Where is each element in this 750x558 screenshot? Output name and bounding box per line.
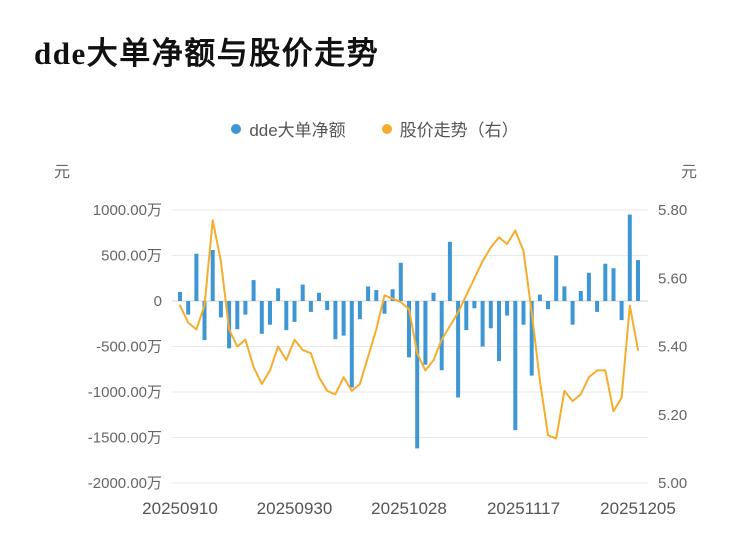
right-axis-tick-label: 5.80 — [658, 202, 687, 219]
net-inflow-bar — [537, 294, 542, 301]
net-inflow-bar — [415, 301, 420, 449]
net-inflow-bar — [472, 301, 477, 309]
net-inflow-bar — [578, 291, 583, 301]
net-inflow-bar — [349, 301, 354, 388]
net-inflow-bar — [546, 301, 550, 310]
net-inflow-bar — [243, 301, 248, 315]
net-inflow-bar — [341, 301, 346, 336]
net-inflow-bar — [202, 301, 207, 341]
legend-marker-bar-series-icon — [231, 123, 242, 134]
page-title: dde大单净额与股价走势 — [34, 36, 380, 71]
x-axis-tick-label: 20250930 — [257, 499, 333, 518]
net-inflow-bar — [292, 301, 297, 322]
x-axis-tick-label: 20251205 — [600, 499, 676, 518]
net-inflow-bar — [194, 253, 199, 301]
right-axis-tick-label: 5.40 — [658, 339, 687, 356]
net-inflow-bar — [357, 301, 362, 320]
legend-label-price: 股价走势（右） — [399, 121, 519, 140]
net-inflow-bar — [235, 301, 240, 330]
net-inflow-bar — [586, 272, 591, 301]
legend-item-dde-net[interactable]: dde大单净额 — [231, 116, 346, 141]
net-inflow-bar — [268, 301, 272, 325]
net-inflow-bar — [611, 268, 616, 301]
legend: dde大单净额 股价走势（右） — [0, 116, 750, 141]
net-inflow-bar — [186, 301, 191, 315]
net-inflow-bar — [627, 214, 632, 301]
net-inflow-bar — [488, 301, 493, 329]
net-inflow-bar — [398, 262, 403, 301]
net-inflow-bar — [521, 301, 526, 325]
net-inflow-bar — [390, 289, 395, 301]
legend-item-price[interactable]: 股价走势（右） — [381, 116, 519, 141]
net-inflow-bar — [447, 241, 452, 301]
net-inflow-bar — [325, 301, 330, 311]
net-inflow-bar — [423, 301, 428, 365]
net-inflow-bar — [439, 301, 444, 371]
right-axis-tick-label: 5.20 — [658, 407, 687, 424]
left-axis-tick-label: 0 — [154, 293, 162, 310]
net-inflow-bar — [218, 301, 223, 318]
net-inflow-bar — [619, 301, 624, 321]
net-inflow-bar — [210, 250, 215, 301]
net-inflow-bar — [308, 301, 313, 312]
left-axis-tick-label: -1500.00万 — [88, 430, 162, 447]
net-inflow-bar — [178, 291, 182, 301]
net-inflow-bar — [259, 301, 264, 334]
right-axis-tick-label: 5.00 — [658, 475, 687, 492]
net-inflow-bar — [636, 260, 640, 301]
legend-marker-line-series-icon — [381, 123, 392, 134]
net-inflow-bar — [456, 301, 461, 398]
net-inflow-bar — [407, 301, 411, 358]
net-inflow-bar — [570, 301, 575, 325]
net-inflow-bar — [284, 301, 289, 331]
net-inflow-bar — [480, 301, 485, 347]
net-inflow-bar — [603, 263, 608, 301]
net-inflow-bar — [374, 290, 379, 301]
x-axis-tick-label: 20251117 — [487, 499, 560, 518]
net-inflow-bar — [513, 301, 518, 431]
left-axis-tick-label: -500.00万 — [96, 339, 162, 356]
net-inflow-bar — [554, 255, 559, 301]
right-axis-unit: 元 — [681, 164, 698, 181]
net-inflow-bar — [505, 301, 510, 316]
price-line — [179, 219, 639, 440]
left-axis-tick-label: 1000.00万 — [93, 202, 162, 219]
left-axis-tick-label: 500.00万 — [101, 248, 162, 265]
net-inflow-bar — [382, 301, 387, 314]
net-inflow-bar — [366, 286, 371, 301]
net-inflow-bar — [251, 280, 256, 301]
left-axis-tick-label: -2000.00万 — [88, 475, 162, 492]
net-inflow-bar — [431, 292, 436, 301]
net-inflow-bar — [464, 301, 469, 331]
left-axis-unit: 元 — [54, 164, 71, 181]
x-axis-tick-label: 20251028 — [371, 499, 447, 518]
net-inflow-bar — [562, 286, 567, 301]
net-inflow-bar — [300, 284, 305, 301]
net-inflow-bar — [529, 301, 534, 376]
net-inflow-bar — [595, 301, 600, 312]
net-inflow-bar — [276, 288, 281, 301]
left-axis-tick-label: -1000.00万 — [88, 384, 162, 401]
legend-label-dde-net: dde大单净额 — [249, 121, 346, 140]
net-inflow-bar — [497, 301, 501, 362]
net-inflow-bar — [317, 292, 321, 301]
right-axis-tick-label: 5.60 — [658, 270, 687, 287]
net-inflow-bar — [333, 301, 338, 340]
x-axis-tick-label: 20250910 — [142, 499, 218, 518]
